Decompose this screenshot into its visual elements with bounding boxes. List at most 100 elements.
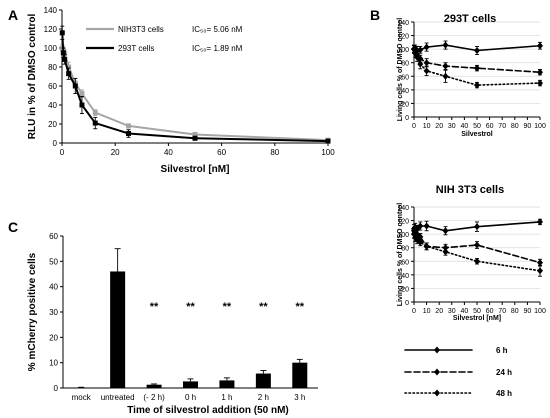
data-point <box>79 102 85 108</box>
panel-label-b: B <box>370 7 380 23</box>
legend-label: 24 h <box>496 368 512 377</box>
y-tick-label: 10 <box>49 359 58 368</box>
series-line <box>61 31 329 143</box>
y-tick-label: 40 <box>401 88 409 95</box>
x-tick-label: 70 <box>498 123 506 130</box>
x-tick-label: untreated <box>101 393 135 402</box>
x-tick-label: 0 h <box>185 393 196 402</box>
data-point <box>442 72 449 80</box>
x-axis-label: Time of silvestrol addition (50 nM) <box>127 405 289 416</box>
ic50-annotation: IC₅₀= 1.89 nM <box>192 44 243 53</box>
x-tick-label: 3 h <box>294 393 305 402</box>
data-point <box>423 59 430 67</box>
x-tick-label: 100 <box>321 148 335 157</box>
y-tick-label: 60 <box>401 74 409 81</box>
y-tick-label: 120 <box>44 25 58 34</box>
x-tick-label: 20 <box>435 308 443 315</box>
bar <box>255 373 271 388</box>
y-tick-label: 80 <box>401 61 409 68</box>
x-tick-label: 30 <box>448 308 456 315</box>
data-point <box>474 223 480 231</box>
data-point <box>442 41 449 49</box>
data-point <box>126 123 131 129</box>
y-tick-label: 20 <box>401 101 409 108</box>
y-tick-label: 100 <box>397 232 409 239</box>
ic50-annotation: IC₅₀= 5.06 nM <box>192 25 243 34</box>
bar <box>219 380 235 388</box>
y-tick-label: 140 <box>397 20 409 27</box>
x-tick-label: 1 h <box>221 393 232 402</box>
x-tick-label: 0 <box>412 123 416 130</box>
x-tick-label: 100 <box>534 308 546 315</box>
data-point <box>192 135 198 141</box>
x-tick-label: 30 <box>448 123 456 130</box>
y-tick-label: 60 <box>401 259 409 266</box>
y-tick-label: 0 <box>53 139 58 148</box>
panel-label-c: C <box>8 219 18 235</box>
x-axis-label: Silvestrol [nM] <box>453 315 501 322</box>
x-axis-label: Silvestrol [nM] <box>161 164 230 175</box>
bar <box>292 362 308 388</box>
data-point <box>474 81 480 89</box>
x-axis-label: Silvestrol <box>461 131 493 138</box>
chart-title: 293T cells <box>444 13 497 25</box>
legend-marker <box>434 368 440 376</box>
x-tick-label: 40 <box>164 148 173 157</box>
x-tick-label: 80 <box>511 308 519 315</box>
y-tick-label: 20 <box>401 286 409 293</box>
significance-marker: ** <box>296 301 305 313</box>
data-point <box>423 67 430 75</box>
series-3 <box>411 229 543 277</box>
x-tick-label: 40 <box>461 308 469 315</box>
data-point <box>79 91 85 97</box>
data-point <box>537 267 543 275</box>
bar <box>146 384 162 388</box>
x-tick-label: 60 <box>486 308 494 315</box>
x-tick-label: 60 <box>217 148 226 157</box>
legend-timepoints: 6 h 24 h 48 h <box>404 346 512 398</box>
bar <box>73 387 89 389</box>
y-tick-label: 30 <box>49 308 58 317</box>
data-point <box>92 110 98 116</box>
y-tick-label: 140 <box>397 205 409 212</box>
x-tick-label: 50 <box>473 308 481 315</box>
bar <box>110 271 126 388</box>
data-point <box>442 62 449 70</box>
x-tick-label: 40 <box>461 123 469 130</box>
x-tick-label: 90 <box>524 123 532 130</box>
y-axis-label: Living cells % of DMSO control <box>397 18 404 122</box>
significance-marker: ** <box>259 301 268 313</box>
x-tick-label: 2 h <box>258 393 269 402</box>
series-1 <box>411 40 543 56</box>
x-tick-label: 20 <box>111 148 120 157</box>
data-point <box>442 248 449 256</box>
data-point <box>126 131 131 136</box>
data-point <box>66 64 72 70</box>
x-tick-label: (- 2 h) <box>143 393 165 402</box>
data-point <box>66 71 72 77</box>
y-tick-label: 60 <box>48 82 57 91</box>
data-point <box>442 227 449 235</box>
x-tick-label: 20 <box>435 123 443 130</box>
data-point <box>417 238 424 246</box>
y-tick-label: 40 <box>49 283 58 292</box>
data-point <box>92 120 98 126</box>
x-tick-label: 90 <box>524 308 532 315</box>
x-tick-label: 0 <box>412 308 416 315</box>
data-point <box>414 53 421 61</box>
legend-label: 293T cells <box>118 44 154 53</box>
x-tick-label: 80 <box>270 148 279 157</box>
significance-marker: ** <box>186 301 195 313</box>
y-tick-label: 100 <box>397 47 409 54</box>
x-tick-label: 70 <box>498 308 506 315</box>
x-tick-label: 50 <box>473 123 481 130</box>
data-point <box>537 79 543 87</box>
data-point <box>474 47 480 54</box>
y-tick-label: 140 <box>44 6 58 15</box>
y-tick-label: 20 <box>48 120 57 129</box>
y-tick-label: 20 <box>49 333 58 342</box>
chart-b-nih3t3: 0 10 20 30 40 50 60 70 80 90 100020406080100120140… <box>397 184 546 322</box>
significance-marker: ** <box>223 301 232 313</box>
data-point <box>474 257 480 265</box>
